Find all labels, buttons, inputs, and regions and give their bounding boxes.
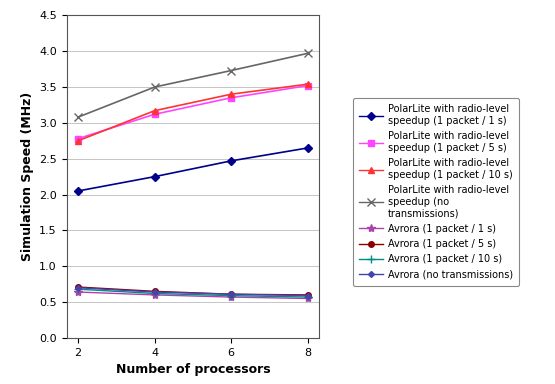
X-axis label: Number of processors: Number of processors: [115, 363, 270, 376]
Legend: PolarLite with radio-level
speedup (1 packet / 1 s), PolarLite with radio-level
: PolarLite with radio-level speedup (1 pa…: [352, 98, 519, 286]
Y-axis label: Simulation Speed (MHz): Simulation Speed (MHz): [21, 92, 33, 261]
